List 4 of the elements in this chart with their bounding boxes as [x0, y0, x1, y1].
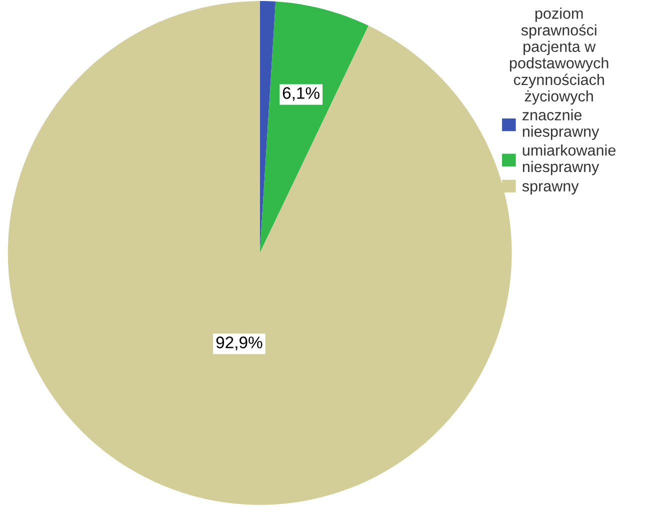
- legend-label: umiarkowanie niesprawny: [522, 144, 616, 176]
- legend-label: sprawny: [522, 183, 579, 195]
- data-label: 92,9%: [216, 336, 262, 350]
- data-label: 6,1%: [282, 87, 320, 101]
